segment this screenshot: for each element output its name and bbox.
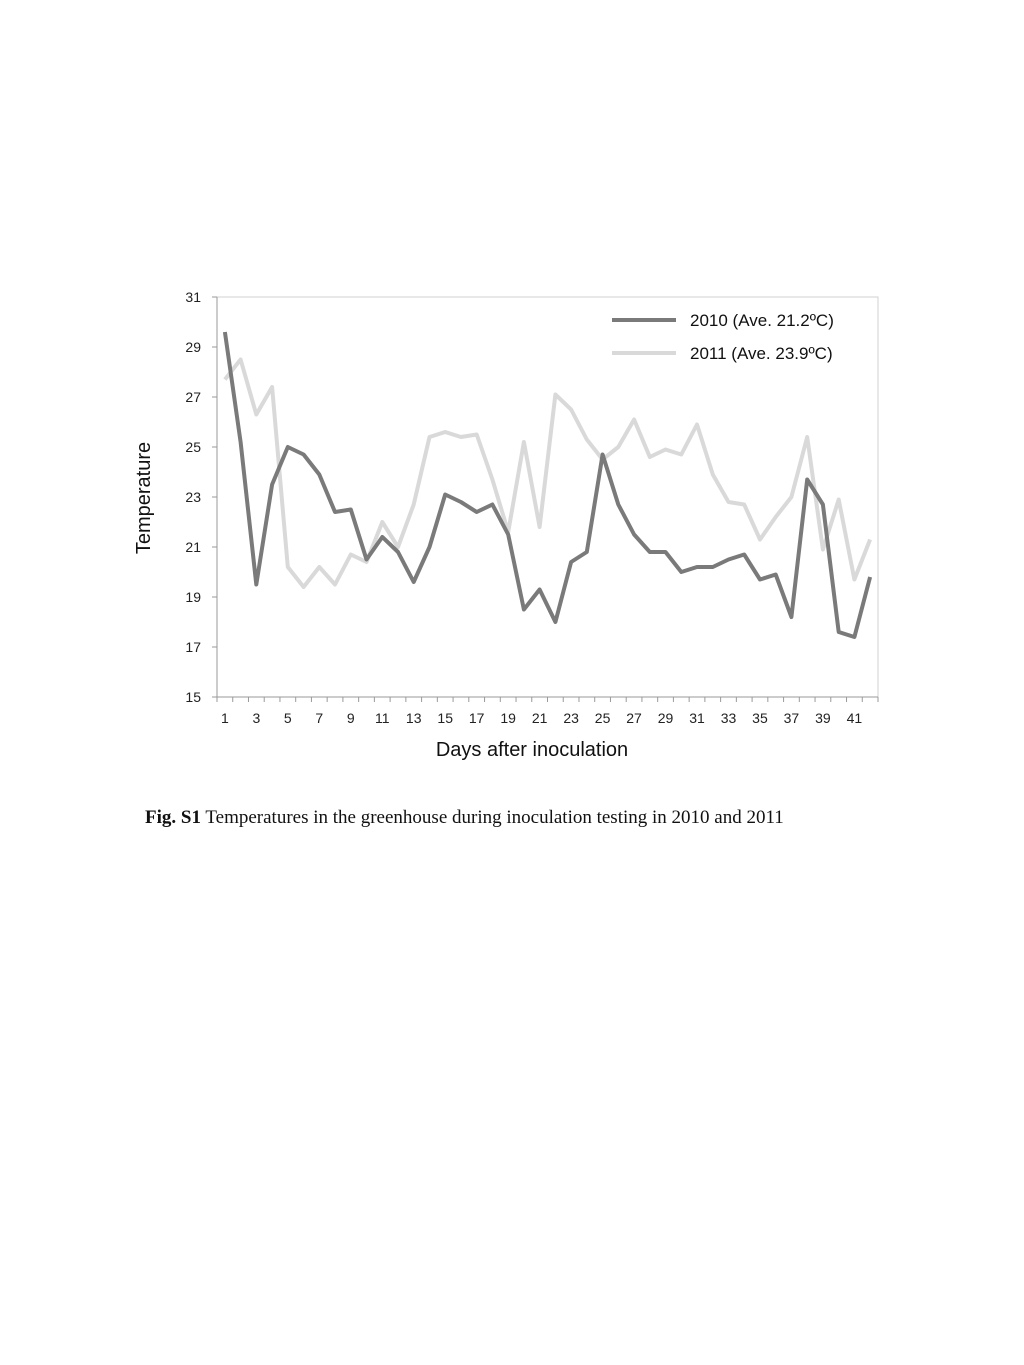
y-tick-label: 29 [185, 339, 201, 355]
x-ticks: 1 3 5 7 9 11 13 15 17 19 21 23 25 27 29 31 33 35 37 39 41 [216, 697, 879, 726]
x-tick-label: 1 [221, 710, 229, 726]
x-tick-label: 7 [315, 710, 323, 726]
x-tick-label: 3 [252, 710, 260, 726]
y-tick-label: 27 [185, 389, 201, 405]
x-tick-label: 27 [626, 710, 642, 726]
series-line-2010 [222, 331, 873, 639]
x-tick-label: 9 [347, 710, 355, 726]
y-tick-label: 19 [185, 589, 201, 605]
caption-label: Fig. S1 [145, 807, 201, 828]
series-lines [222, 331, 873, 639]
caption-text: Temperatures in the greenhouse during in… [205, 807, 784, 828]
series-line-2011 [223, 357, 872, 589]
x-tick-label: 31 [689, 710, 705, 726]
x-tick-label: 25 [595, 710, 611, 726]
legend-label-2010: 2010 (Ave. 21.2ºC) [690, 311, 834, 330]
x-tick-label: 17 [469, 710, 485, 726]
figure-caption: Fig. S1 Temperatures in the greenhouse d… [145, 807, 1005, 829]
legend: 2010 (Ave. 21.2ºC) 2011 (Ave. 23.9ºC) [612, 311, 834, 363]
x-tick-label: 41 [847, 710, 863, 726]
x-tick-label: 39 [815, 710, 831, 726]
y-tick-label: 21 [185, 539, 201, 555]
y-tick-label: 17 [185, 639, 201, 655]
y-tick-label: 31 [185, 289, 201, 305]
y-axis-title: Temperature [133, 442, 155, 554]
y-tick-label: 25 [185, 439, 201, 455]
x-tick-label: 5 [284, 710, 292, 726]
x-tick-label: 35 [752, 710, 768, 726]
x-tick-label: 21 [532, 710, 548, 726]
y-tick-label: 23 [185, 489, 201, 505]
y-ticks: 15 17 19 21 23 25 27 29 31 [185, 289, 217, 705]
x-axis-title: Days after inoculation [436, 739, 628, 761]
x-tick-label: 19 [500, 710, 516, 726]
x-tick-label: 29 [658, 710, 674, 726]
x-tick-label: 37 [784, 710, 800, 726]
y-tick-label: 15 [185, 689, 201, 705]
x-tick-label: 23 [563, 710, 579, 726]
x-tick-label: 13 [406, 710, 422, 726]
x-tick-label: 15 [437, 710, 453, 726]
x-tick-label: 33 [721, 710, 737, 726]
legend-label-2011: 2011 (Ave. 23.9ºC) [690, 344, 833, 363]
x-tick-label: 11 [375, 710, 390, 726]
